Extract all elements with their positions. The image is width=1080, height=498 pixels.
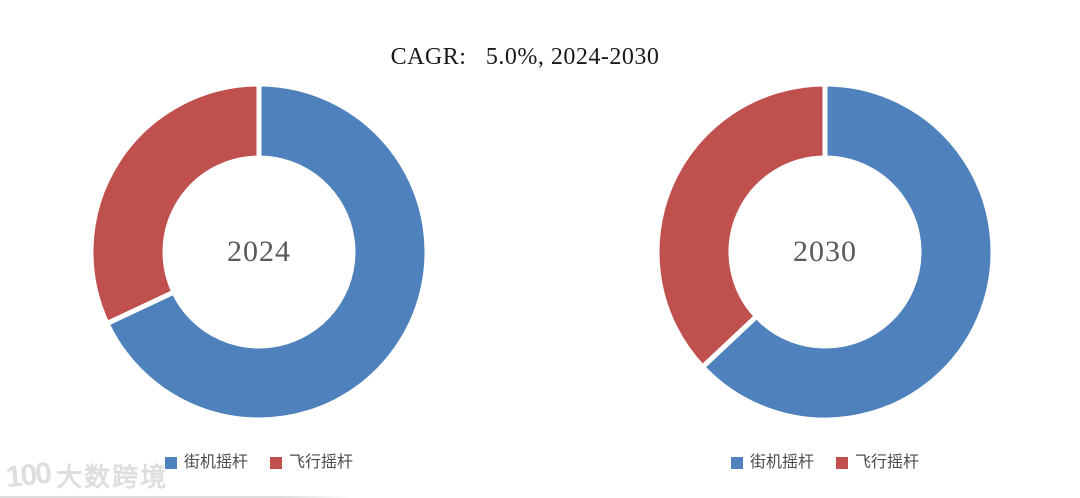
donut-2024-svg — [88, 81, 430, 423]
legend-label-arcade-joystick: 街机摇杆 — [183, 454, 248, 471]
donut-slice-0 — [700, 81, 996, 423]
legend-item-arcade-joystick: 街机摇杆 — [730, 454, 814, 471]
legend-item-flight-joystick: 飞行摇杆 — [270, 455, 353, 471]
legend-2030: 街机摇杆 飞行摇杆 — [654, 455, 996, 471]
donut-chart-2024: 2024 — [88, 81, 430, 423]
donut-chart-2030: 2030 — [654, 81, 996, 423]
legend-item-flight-joystick: 飞行摇杆 — [836, 455, 919, 471]
legend-swatch-blue-icon — [164, 457, 177, 469]
donut-slice-1 — [654, 81, 828, 370]
legend-swatch-red-icon — [836, 457, 848, 469]
legend-2024: 街机摇杆 飞行摇杆 — [88, 455, 430, 471]
watermark-brand-text: 大数跨境 — [56, 462, 169, 492]
legend-swatch-blue-icon — [730, 457, 743, 469]
legend-swatch-red-icon — [270, 457, 282, 469]
legend-label-flight-joystick: 飞行摇杆 — [289, 454, 354, 471]
legend-item-arcade-joystick: 街机摇杆 — [164, 454, 248, 471]
watermark-logo-icon: 100 — [4, 456, 52, 494]
donut-2030-svg — [654, 81, 996, 423]
chart-title: CAGR: 5.0%, 2024-2030 — [390, 44, 660, 70]
bottom-divider-line — [0, 496, 350, 498]
donut-slice-0 — [104, 81, 430, 423]
legend-label-flight-joystick: 飞行摇杆 — [855, 454, 920, 471]
watermark: 100 大数跨境 — [4, 456, 169, 494]
donut-slice-1 — [88, 81, 262, 327]
legend-label-arcade-joystick: 街机摇杆 — [749, 454, 814, 471]
